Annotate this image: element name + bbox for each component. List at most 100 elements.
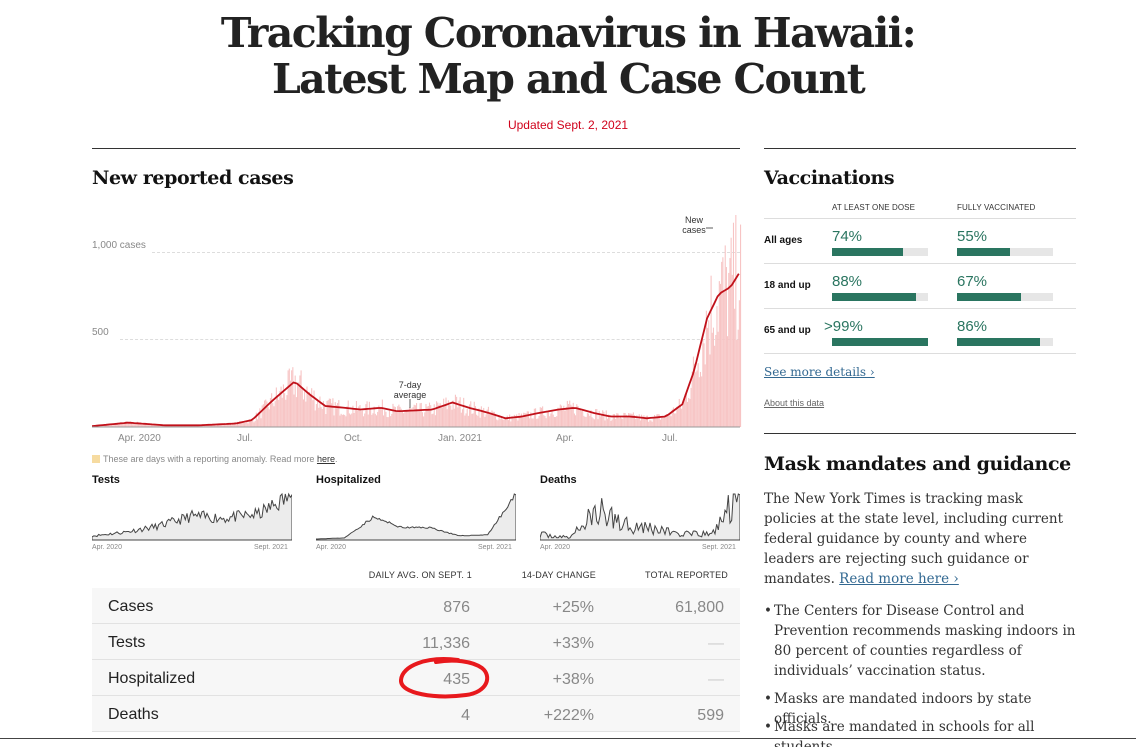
daily-case-bar xyxy=(161,425,163,427)
daily-case-bar xyxy=(472,413,474,427)
daily-case-bar xyxy=(588,413,590,427)
table-row-cases: Cases 876 +25% 61,800 xyxy=(92,588,740,624)
anomaly-read-more-link[interactable]: here xyxy=(316,454,335,464)
daily-case-bar xyxy=(727,336,729,427)
daily-case-bar xyxy=(493,411,495,427)
daily-case-bar xyxy=(485,414,487,427)
daily-case-bar xyxy=(383,415,385,427)
daily-case-bar xyxy=(717,331,719,427)
daily-case-bar xyxy=(252,420,254,427)
daily-case-bar xyxy=(341,414,343,427)
daily-case-bar xyxy=(225,424,227,427)
daily-case-bar xyxy=(517,420,519,427)
daily-case-bar xyxy=(297,383,299,427)
daily-case-bar xyxy=(423,416,425,427)
daily-case-bar xyxy=(560,405,563,427)
vac-header-rule xyxy=(764,218,1076,219)
daily-case-bar xyxy=(117,424,120,427)
daily-case-bar xyxy=(326,400,328,427)
daily-case-bar xyxy=(611,419,613,427)
col-head-daily: DAILY AVG. ON SEPT. 1 xyxy=(368,570,472,580)
daily-case-bar xyxy=(544,416,546,427)
daily-case-bar xyxy=(465,413,467,427)
daily-case-bar xyxy=(397,406,399,427)
daily-case-bar xyxy=(401,409,403,427)
daily-case-bar xyxy=(155,424,157,427)
daily-case-bar xyxy=(573,413,575,427)
daily-case-bar xyxy=(695,372,697,427)
daily-case-bar xyxy=(702,339,704,427)
daily-case-bar xyxy=(294,375,296,427)
see-more-details-link[interactable]: See more details › xyxy=(764,365,875,379)
daily-case-bar xyxy=(540,407,542,427)
daily-case-bar xyxy=(364,413,366,427)
daily-case-bar xyxy=(610,420,612,427)
daily-case-bar xyxy=(466,408,468,427)
daily-case-bar xyxy=(606,418,608,427)
daily-case-bar xyxy=(514,415,517,427)
red-circle-annotation xyxy=(399,657,490,699)
vac-full-pct: 86% xyxy=(957,318,988,335)
daily-case-bar xyxy=(384,409,386,427)
cases-heading: New reported cases xyxy=(92,167,294,189)
row-label: Cases xyxy=(108,598,154,615)
daily-case-bar xyxy=(264,400,266,427)
daily-case-bar xyxy=(373,406,375,427)
daily-case-bar xyxy=(650,420,652,427)
hospitalized-mini-chart xyxy=(316,493,516,541)
daily-case-bar xyxy=(735,215,737,427)
daily-case-bar xyxy=(147,424,149,427)
daily-case-bar xyxy=(433,404,435,427)
daily-case-bar xyxy=(416,403,418,427)
daily-case-bar xyxy=(436,401,438,427)
daily-case-bar xyxy=(228,424,230,427)
daily-case-bar xyxy=(395,411,398,427)
daily-case-bar xyxy=(403,413,405,427)
daily-case-bar xyxy=(565,406,567,427)
daily-case-bar xyxy=(196,425,198,427)
daily-case-bar xyxy=(443,398,445,427)
row-label: Tests xyxy=(108,634,146,651)
daily-case-bar xyxy=(308,391,310,427)
daily-case-bar xyxy=(655,416,657,427)
daily-case-bar xyxy=(613,414,616,427)
daily-case-bar xyxy=(507,420,509,427)
daily-case-bar xyxy=(335,405,337,427)
daily-case-bar xyxy=(360,411,362,427)
daily-case-bar xyxy=(572,402,574,427)
daily-case-bar xyxy=(350,414,352,427)
vac-one-dose-pct: >99% xyxy=(824,318,863,335)
daily-case-bar xyxy=(722,257,724,427)
daily-case-bar xyxy=(223,423,226,427)
daily-case-bar xyxy=(675,413,677,427)
about-this-data-link[interactable]: About this data xyxy=(764,398,825,408)
daily-case-bar xyxy=(609,416,611,427)
row-daily: 876 xyxy=(443,599,470,616)
daily-case-bar xyxy=(478,408,480,427)
daily-case-bar xyxy=(281,397,283,427)
daily-case-bar xyxy=(444,404,446,427)
tests-area xyxy=(92,492,292,541)
daily-case-bar xyxy=(615,418,617,427)
daily-case-bar xyxy=(520,413,522,427)
daily-case-bar xyxy=(688,397,690,427)
daily-case-bar xyxy=(268,409,270,427)
daily-case-bar xyxy=(539,407,541,427)
anomaly-end: . xyxy=(334,454,338,464)
daily-case-bar xyxy=(530,412,532,427)
daily-case-bar xyxy=(566,400,568,427)
vac-full-fill xyxy=(957,293,1022,301)
daily-case-bar xyxy=(280,386,282,427)
daily-case-bar xyxy=(143,423,145,427)
daily-case-bar xyxy=(672,407,674,427)
daily-case-bar xyxy=(683,399,685,427)
daily-case-bar xyxy=(629,413,631,427)
deaths-mini-chart xyxy=(540,493,740,541)
daily-case-bar xyxy=(532,418,534,427)
masks-read-more-link[interactable]: Read more here › xyxy=(839,571,959,587)
daily-case-bar xyxy=(612,414,614,427)
row-label: Hospitalized xyxy=(108,670,196,687)
daily-case-bar xyxy=(490,412,492,427)
daily-case-bar xyxy=(562,408,564,427)
gridline-500 xyxy=(120,339,740,340)
